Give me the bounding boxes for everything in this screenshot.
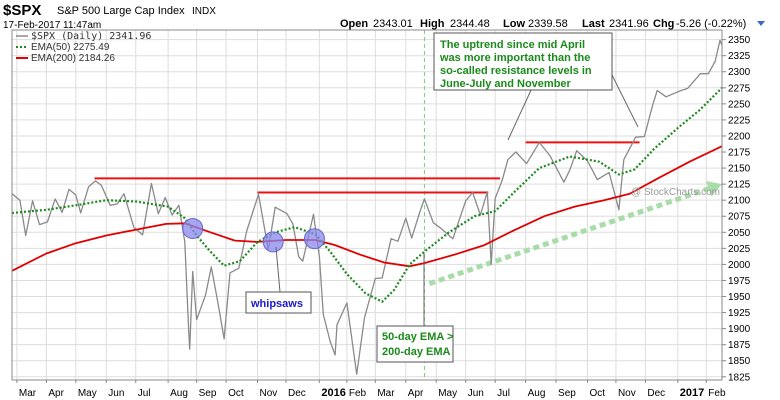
y-tick-label: 1975 (728, 276, 751, 287)
y-axis: 1825 1850 1875 1900 1925 1950 1975 2000 2025 2050… (722, 35, 751, 383)
x-tick-label: 2016 (321, 387, 345, 399)
y-tick-label: 2050 (728, 228, 751, 239)
whipsaws-pointer (275, 246, 281, 293)
open-label: Open (340, 18, 368, 30)
open-value: 2343.01 (373, 18, 413, 30)
x-tick-label: Aug (170, 388, 188, 399)
x-tick-label: Nov (260, 388, 278, 399)
low-value: 2339.58 (528, 18, 568, 30)
legend-ema50: EMA(50) 2275.49 (31, 42, 110, 53)
price-line (11, 39, 723, 375)
x-tick-label: Jun (108, 388, 124, 399)
x-tick-label: Sep (558, 388, 576, 399)
uptrend-annotation: The uptrend since mid April was more imp… (433, 32, 639, 141)
y-tick-label: 2350 (728, 35, 751, 46)
trend-arrow-head (706, 181, 722, 197)
ema50-line (11, 87, 723, 303)
y-tick-label: 2275 (728, 83, 751, 94)
whipsaws-box (245, 291, 312, 314)
whipsaws-annotation: whipsaws (245, 246, 312, 314)
y-tick-label: 2175 (728, 148, 751, 159)
x-tick-label: Feb (349, 388, 367, 399)
y-tick-label: 2150 (728, 164, 751, 175)
last-value: 2341.96 (609, 18, 649, 30)
uptrend-line-1: The uptrend since mid April (440, 39, 585, 51)
x-tick-label: Apr (408, 388, 424, 399)
chart-header: $SPX S&P 500 Large Cap Index INDX 17-Feb… (3, 2, 765, 31)
high-label: High (420, 18, 445, 30)
x-tick-label: Oct (228, 388, 244, 399)
x-tick-label: Dec (647, 388, 665, 399)
legend-price: $SPX (Daily) 2341.96 (31, 31, 151, 42)
caret-down-icon[interactable] (757, 21, 765, 26)
high-value: 2344.48 (450, 18, 490, 30)
watermark: @ StockCharts.com (631, 187, 720, 198)
last-label: Last (582, 18, 605, 30)
y-tick-label: 2000 (728, 260, 751, 271)
security-name: S&P 500 Large Cap Index (57, 5, 185, 17)
x-tick-label: 2017 (680, 387, 704, 399)
x-tick-label: Jul (497, 388, 510, 399)
series-lines (11, 39, 723, 375)
y-tick-label: 1900 (728, 324, 751, 335)
x-tick-label: Mar (19, 388, 37, 399)
whipsaw-marker (262, 231, 284, 253)
x-tick-label: Sep (199, 388, 217, 399)
y-tick-label: 2025 (728, 244, 751, 255)
x-tick-label: Aug (528, 388, 546, 399)
uptrend-line-3: so-called resistance levels in (440, 65, 592, 77)
x-tick-label: Mar (377, 388, 395, 399)
x-axis: Mar Apr May Jun Jul Aug Sep Oct Nov Dec 2016 Feb Mar… (16, 380, 726, 399)
y-tick-label: 2125 (728, 180, 751, 191)
ema200-line (11, 145, 723, 272)
symbol: $SPX (3, 2, 41, 19)
y-tick-label: 2200 (728, 131, 751, 142)
y-tick-label: 2075 (728, 212, 751, 223)
y-tick-label: 2250 (728, 99, 751, 110)
trend-arrow-shaft (428, 186, 710, 287)
x-tick-label: Oct (589, 388, 605, 399)
crossover-box (376, 325, 454, 363)
y-tick-label: 1825 (728, 372, 751, 383)
uptrend-line-2: was more important than the (439, 52, 590, 64)
crossover-line-2: 200-day EMA (382, 346, 451, 358)
chart-date: 17-Feb-2017 11:47am (3, 20, 101, 31)
x-tick-label: Apr (48, 388, 64, 399)
crossover-line-1: 50-day EMA > (382, 331, 453, 343)
x-tick-label: Nov (618, 388, 636, 399)
uptrend-pointer-right (611, 74, 639, 128)
resistance-lines (94, 141, 640, 194)
x-tick-label: Jun (468, 388, 484, 399)
exchange: INDX (192, 6, 216, 17)
x-tick-label: Feb (708, 388, 726, 399)
whipsaw-markers (182, 217, 325, 253)
y-tick-label: 2325 (728, 51, 751, 62)
chg-value: -5.26 (-0.22%) (676, 18, 746, 30)
legend: $SPX (Daily) 2341.96 EMA(50) 2275.49 EMA… (16, 31, 151, 64)
legend-ema200: EMA(200) 2184.26 (31, 53, 115, 64)
y-tick-label: 2300 (728, 67, 751, 78)
chg-label: Chg (653, 18, 674, 30)
x-tick-label: May (78, 388, 97, 399)
plot-border (11, 29, 723, 381)
y-tick-label: 1875 (728, 340, 751, 351)
x-tick-label: May (438, 388, 457, 399)
whipsaws-label: whipsaws (250, 298, 303, 310)
uptrend-line-4: June-July and November (440, 78, 572, 90)
y-tick-label: 1950 (728, 292, 751, 303)
x-tick-label: Jul (138, 388, 151, 399)
uptrend-pointer-left (507, 87, 533, 141)
whipsaw-marker (303, 228, 325, 250)
y-tick-label: 2225 (728, 115, 751, 126)
crossover-annotation: 50-day EMA > 200-day EMA (376, 252, 454, 363)
low-label: Low (503, 18, 525, 30)
y-tick-label: 1850 (728, 356, 751, 367)
whipsaw-marker (182, 217, 204, 239)
trend-arrow (428, 181, 722, 287)
x-tick-label: Dec (288, 388, 306, 399)
y-tick-label: 1925 (728, 308, 751, 319)
y-tick-label: 2100 (728, 196, 751, 207)
uptrend-box (433, 32, 613, 91)
